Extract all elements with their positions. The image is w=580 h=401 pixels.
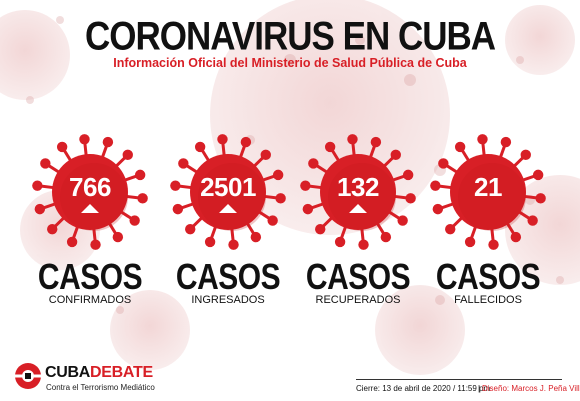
cubadebate-logo-icon: [15, 363, 41, 389]
count-recuperados: 132: [337, 172, 379, 202]
casos-heading-fallecidos: CASOS: [435, 258, 541, 298]
virus-icon-confirmados: 766: [30, 132, 150, 252]
count-fallecidos: 21: [474, 172, 502, 202]
cubadebate-wordmark: CUBADEBATE: [45, 364, 153, 382]
label-confirmados: CONFIRMADOS: [48, 294, 132, 306]
virus-icon-recuperados: 132: [298, 132, 418, 252]
footer-cierre: Cierre: 13 de abril de 2020 / 11:59 pm: [356, 384, 491, 393]
page-subtitle: Información Oficial del Ministerio de Sa…: [113, 56, 467, 70]
logo-debate-text: DEBATE: [90, 364, 153, 381]
casos-heading-confirmados: CASOS: [37, 258, 143, 298]
arrow-up-icon: [219, 204, 237, 213]
label-fallecidos: FALLECIDOS: [454, 294, 522, 306]
cubadebate-logo: CUBADEBATE Contra el Terrorismo Mediátic…: [14, 361, 164, 397]
casos-heading-recuperados: CASOS: [305, 258, 411, 298]
arrow-up-icon: [81, 204, 99, 213]
footer-divider: [356, 379, 562, 380]
page-title: CORONAVIRUS EN CUBA: [84, 14, 496, 59]
virus-icon-ingresados: 2501: [168, 132, 288, 252]
count-confirmados: 766: [69, 172, 111, 202]
casos-heading-ingresados: CASOS: [175, 258, 281, 298]
footer-diseno: Diseño: Marcos J. Peña Villa: [482, 384, 580, 393]
label-recuperados: RECUPERADOS: [315, 294, 401, 306]
label-ingresados: INGRESADOS: [191, 294, 265, 306]
count-ingresados: 2501: [200, 172, 256, 202]
virus-icon-fallecidos: 21: [428, 132, 548, 252]
footer-separator: |: [478, 384, 481, 393]
arrow-up-icon: [349, 204, 367, 213]
logo-tagline: Contra el Terrorismo Mediático: [46, 383, 155, 392]
logo-cuba-text: CUBA: [45, 364, 91, 381]
